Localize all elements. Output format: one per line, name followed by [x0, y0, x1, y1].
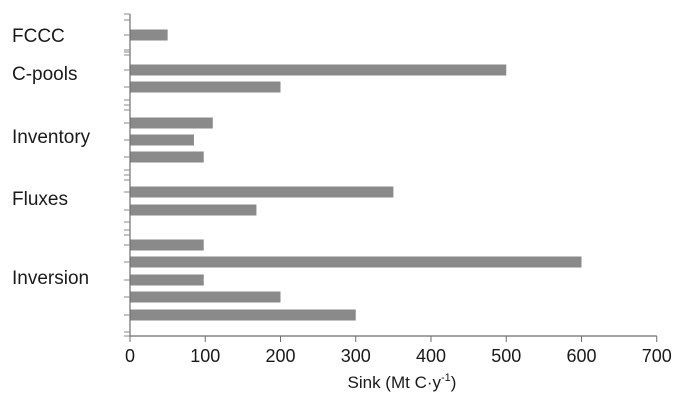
x-tick-label-300: 300 — [341, 346, 371, 366]
x-tick-label-400: 400 — [416, 346, 446, 366]
x-axis-title-sup: -1 — [441, 372, 451, 384]
x-tick-label-600: 600 — [566, 346, 596, 366]
bar-inventory-2 — [130, 134, 194, 146]
group-label-c-pools: C-pools — [12, 64, 77, 85]
group-label-fccc: FCCC — [12, 26, 65, 47]
bar-inversion-2 — [130, 256, 582, 268]
bar-inversion-3 — [130, 274, 204, 286]
x-tick-label-700: 700 — [642, 346, 672, 366]
bar-fluxes-1 — [130, 186, 394, 198]
x-tick-label-500: 500 — [491, 346, 521, 366]
x-tick-label-0: 0 — [125, 346, 135, 366]
bar-inversion-4 — [130, 291, 281, 303]
bar-c-pools-2 — [130, 81, 281, 93]
bar-inventory-3 — [130, 151, 204, 163]
bar-inversion-1 — [130, 239, 204, 251]
x-axis-title-close: ) — [451, 373, 457, 392]
x-tick-label-100: 100 — [190, 346, 220, 366]
group-labels: FCCC C-pools Inventory Fluxes Inversion — [12, 26, 91, 289]
group-label-inversion: Inversion — [12, 268, 89, 289]
x-tick-label-200: 200 — [265, 346, 295, 366]
bar-inventory-1 — [130, 117, 213, 129]
bar-fluxes-2 — [130, 204, 257, 216]
axes: 0 100 200 300 400 500 600 700 — [124, 13, 672, 366]
bar-c-pools-1 — [130, 64, 507, 76]
group-label-inventory: Inventory — [12, 127, 91, 148]
bar-fccc-1 — [130, 29, 168, 41]
group-label-fluxes: Fluxes — [12, 189, 68, 210]
x-axis-title: Sink (Mt C·y-1) — [348, 372, 457, 392]
bars — [130, 29, 582, 321]
bar-inversion-5 — [130, 309, 356, 321]
x-axis-title-main: Sink (Mt C·y — [348, 373, 442, 392]
